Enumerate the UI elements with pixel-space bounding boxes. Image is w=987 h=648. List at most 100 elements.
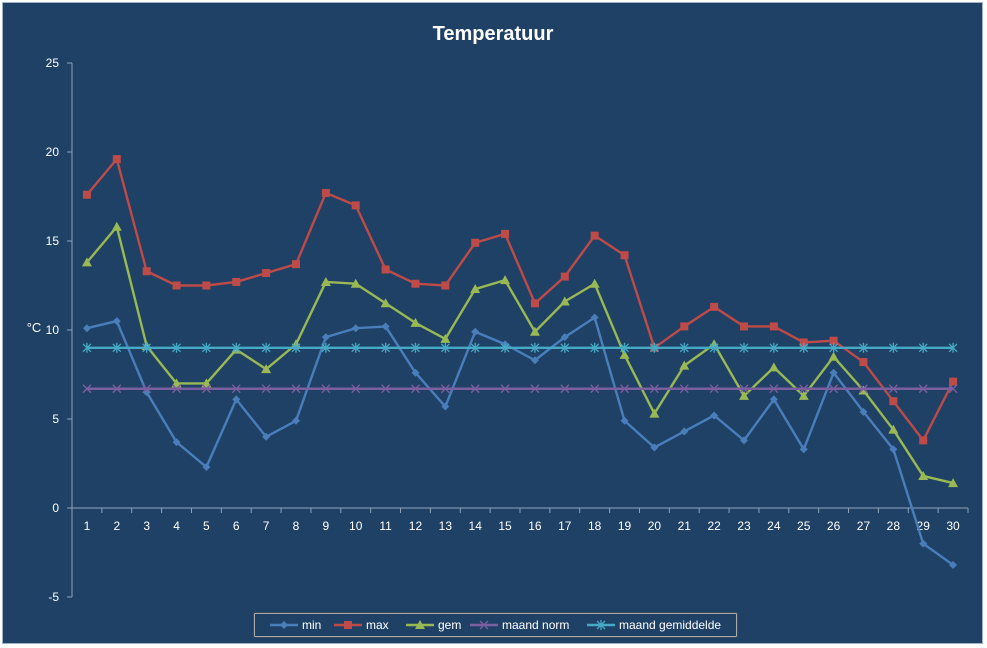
data-point-maand-norm (769, 384, 779, 394)
data-point-maand-gemiddelde (231, 342, 241, 353)
data-point-gem (739, 390, 749, 400)
data-point-maand-gemiddelde (888, 342, 898, 353)
data-point-min (769, 395, 778, 404)
legend-label: max (366, 618, 389, 632)
data-point-max (172, 281, 181, 290)
data-point-gem (350, 278, 361, 288)
data-point-maand-norm (500, 384, 510, 394)
data-point-gem (470, 284, 481, 294)
data-point-maand-norm (799, 384, 809, 394)
data-point-max (710, 302, 719, 311)
legend-item-gem: gem (406, 618, 461, 632)
data-point-max (471, 238, 480, 247)
data-point-gem (529, 326, 540, 336)
x-tick-label: 30 (946, 519, 960, 533)
data-point-max (501, 229, 510, 238)
data-point-min (82, 324, 91, 333)
series-line-min (86, 316, 954, 566)
x-tick-label: 28 (887, 519, 901, 533)
data-point-maand-gemiddelde (530, 342, 540, 353)
data-point-min (560, 333, 569, 342)
data-point-maand-gemiddelde (590, 342, 600, 353)
data-point-gem (171, 378, 182, 388)
x-tick-label: 16 (528, 519, 542, 533)
x-tick-label: 8 (293, 519, 300, 533)
y-tick-label: 15 (46, 234, 60, 248)
data-point-maand-norm (620, 384, 629, 394)
series-maand-gemiddelde (82, 342, 958, 353)
data-point-gem (768, 362, 779, 372)
data-point-maand-gemiddelde (321, 342, 331, 353)
x-tick-label: 13 (439, 519, 453, 533)
x-tick-label: 26 (827, 519, 841, 533)
data-point-min (202, 463, 211, 472)
data-point-max (292, 260, 300, 269)
data-point-maand-norm (829, 384, 839, 394)
data-point-maand-gemiddelde (112, 342, 122, 353)
legend-swatch-marker (479, 620, 489, 630)
data-point-max (680, 322, 689, 331)
data-point-maand-gemiddelde (381, 342, 391, 353)
legend-swatch-marker (415, 620, 425, 629)
data-point-min (292, 416, 300, 425)
data-point-min (590, 313, 599, 322)
data-point-gem (918, 470, 929, 480)
data-point-maand-gemiddelde (261, 342, 271, 353)
data-point-min (351, 324, 360, 333)
data-point-maand-norm (261, 384, 271, 394)
data-point-maand-gemiddelde (172, 342, 181, 353)
data-point-maand-gemiddelde (201, 342, 211, 353)
data-point-maand-norm (888, 384, 898, 394)
data-point-gem (500, 275, 511, 285)
data-point-max (889, 397, 898, 406)
data-point-max (142, 267, 151, 276)
data-point-maand-norm (739, 384, 749, 394)
legend-label: min (302, 618, 321, 632)
data-point-max (919, 436, 928, 445)
legend-item-min: min (270, 618, 321, 632)
data-point-max (381, 265, 390, 274)
data-point-maand-gemiddelde (799, 342, 809, 353)
data-point-min (620, 416, 629, 425)
data-point-maand-gemiddelde (769, 342, 779, 353)
series-gem (81, 221, 959, 488)
data-point-min (471, 327, 480, 336)
series-layer (81, 155, 959, 569)
data-point-max (530, 299, 539, 308)
x-tick-label: 20 (648, 519, 662, 533)
data-point-maand-norm (321, 384, 331, 394)
series-maand-norm (82, 384, 958, 394)
data-point-maand-gemiddelde (500, 342, 510, 353)
data-point-max (620, 251, 629, 260)
x-tick-label: 1 (84, 519, 91, 533)
data-point-maand-gemiddelde (82, 342, 92, 353)
data-point-gem (619, 349, 630, 359)
chart-title: Temperatuur (433, 23, 554, 45)
data-point-maand-norm (411, 384, 420, 394)
legend-swatch-marker (344, 621, 352, 629)
data-point-max (321, 188, 330, 197)
data-point-min (949, 560, 958, 569)
data-point-gem (649, 408, 660, 418)
x-tick-label: 2 (113, 519, 120, 533)
data-point-max (560, 272, 569, 281)
data-point-min (859, 407, 868, 416)
legend-label: maand gemiddelde (619, 618, 721, 632)
x-tick-label: 25 (797, 519, 811, 533)
data-point-min (172, 438, 181, 447)
y-tick-label: 25 (46, 56, 60, 70)
data-point-min (232, 395, 241, 404)
data-point-maand-norm (709, 384, 719, 394)
data-point-max (202, 281, 211, 290)
data-point-maand-norm (201, 384, 211, 394)
y-tick-label: 5 (52, 412, 59, 426)
data-point-gem (888, 424, 899, 434)
data-point-maand-gemiddelde (679, 342, 689, 353)
data-point-maand-norm (948, 384, 958, 394)
data-point-max (740, 322, 748, 331)
data-point-gem (261, 364, 272, 374)
x-tick-label: 17 (558, 519, 572, 533)
data-point-gem (589, 278, 600, 288)
data-point-max (799, 338, 808, 347)
